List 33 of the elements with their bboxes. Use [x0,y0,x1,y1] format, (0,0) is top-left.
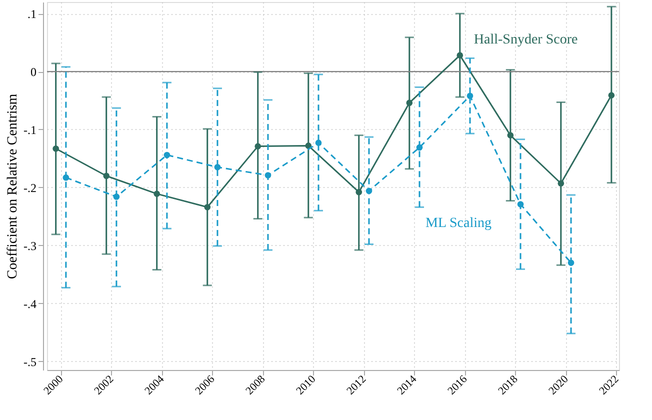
point [608,92,615,98]
point [103,172,110,180]
point [315,140,322,146]
point [466,92,474,100]
point [568,260,574,266]
y-tick-label: .1 [28,7,36,22]
point [406,100,413,106]
y-tick-label: -.4 [24,296,36,311]
point [214,164,221,170]
point [164,152,170,158]
series-label: Hall-Snyder Score [474,32,578,48]
y-tick-label: 0 [30,65,36,80]
point [416,144,423,151]
point [366,188,372,194]
point [52,145,59,152]
point [154,190,160,197]
point [254,143,262,150]
point [507,132,514,138]
y-tick-label: -.2 [24,180,36,195]
point [62,174,70,181]
point [517,201,524,208]
point [558,180,564,187]
point [356,188,362,196]
point [204,204,211,210]
y-tick-label: -.5 [24,354,36,369]
point [264,172,272,178]
point [305,142,312,149]
y-tick-label: -.3 [24,238,36,253]
point [113,194,120,200]
y-tick-label: -.1 [24,122,36,137]
text: ML Scaling [425,216,492,232]
y-axis-title: Coefficient on Relative Centrism [6,94,21,280]
point [456,52,464,58]
